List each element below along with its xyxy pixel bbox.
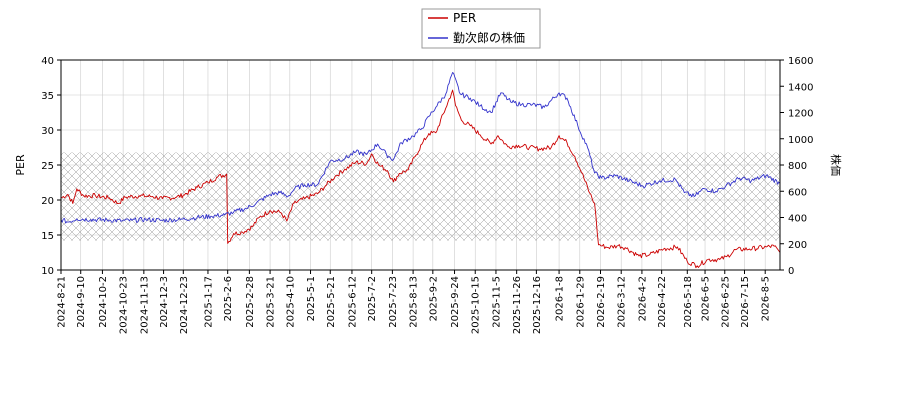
x-tick-label: 2025-8-13 <box>409 276 420 328</box>
x-tick-label: 2025-5-1 <box>306 276 317 321</box>
right-tick-label: 800 <box>788 161 807 172</box>
left-tick-label: 35 <box>41 91 54 102</box>
x-tick-label: 2025-12-16 <box>532 276 543 334</box>
left-tick-label: 20 <box>41 196 54 207</box>
x-tick-label: 2025-9-2 <box>428 276 439 321</box>
x-tick-label: 2024-8-21 <box>57 276 68 328</box>
x-tick-label: 2025-10-15 <box>471 276 482 334</box>
x-axis: 2024-8-21 2024-9-10 2024-10-2 2024-10-23 202… <box>57 270 772 334</box>
x-tick-label: 2024-11-13 <box>139 276 150 334</box>
left-tick-label: 40 <box>41 56 54 67</box>
x-tick-label: 2024-12-23 <box>179 276 190 334</box>
x-tick-label: 2025-11-5 <box>491 276 502 328</box>
left-tick-label: 10 <box>41 266 54 277</box>
x-tick-label: 2026-6-25 <box>720 276 731 328</box>
x-tick-label: 2025-1-17 <box>203 276 214 328</box>
right-tick-label: 200 <box>788 240 807 251</box>
x-tick-label: 2026-5-18 <box>683 276 694 328</box>
x-tick-label: 2025-7-2 <box>367 276 378 321</box>
right-tick-label: 0 <box>788 266 794 277</box>
right-tick-label: 400 <box>788 214 807 225</box>
x-tick-label: 2025-5-21 <box>326 276 337 328</box>
left-axis-title: PER <box>14 154 27 176</box>
legend: PER 勤次郎の株価 <box>421 8 541 49</box>
left-tick-label: 15 <box>41 231 54 242</box>
legend-label-per: PER <box>453 11 476 25</box>
x-tick-label: 2026-2-19 <box>596 276 607 328</box>
x-tick-label: 2025-2-6 <box>223 276 234 321</box>
x-tick-label: 2026-1-29 <box>575 276 586 328</box>
right-axis: 0 200 400 600 800 1000 1200 1400 1600 <box>780 56 813 277</box>
x-tick-label: 2024-10-2 <box>98 276 109 328</box>
x-tick-label: 2025-9-24 <box>450 276 461 328</box>
x-tick-label: 2025-11-26 <box>512 276 523 334</box>
x-tick-label: 2026-7-15 <box>740 276 751 328</box>
x-tick-label: 2025-2-28 <box>245 276 256 328</box>
right-tick-label: 1400 <box>788 82 813 93</box>
x-tick-label: 2026-6-5 <box>701 276 712 321</box>
x-tick-label: 2025-4-10 <box>285 276 296 328</box>
legend-box <box>421 8 541 49</box>
x-tick-label: 2024-9-10 <box>76 276 87 328</box>
x-tick-label: 2024-10-23 <box>119 276 130 334</box>
x-tick-label: 2026-8-5 <box>761 276 772 321</box>
x-tick-label: 2024-12-3 <box>159 276 170 328</box>
x-tick-label: 2026-1-8 <box>555 276 566 321</box>
x-tick-label: 2026-4-22 <box>657 276 668 328</box>
left-tick-label: 30 <box>41 126 54 137</box>
x-tick-label: 2025-7-23 <box>388 276 399 328</box>
hatched-band <box>61 152 780 241</box>
x-tick-label: 2026-3-12 <box>617 276 628 328</box>
left-axis: 10 15 20 25 30 35 40 <box>41 56 61 277</box>
legend-label-price: 勤次郎の株価 <box>453 30 525 45</box>
right-tick-label: 1000 <box>788 135 813 146</box>
right-tick-label: 1600 <box>788 56 813 67</box>
series-layer <box>61 72 780 269</box>
x-tick-label: 2026-4-2 <box>637 276 648 321</box>
x-tick-label: 2025-3-21 <box>266 276 277 328</box>
series-line-per <box>61 89 780 269</box>
x-tick-label: 2025-6-12 <box>347 276 358 328</box>
right-tick-label: 1200 <box>788 109 813 120</box>
left-tick-label: 25 <box>41 161 54 172</box>
series-line-price <box>61 72 780 224</box>
right-axis-title: 株価 <box>829 154 843 176</box>
right-tick-label: 600 <box>788 187 807 198</box>
